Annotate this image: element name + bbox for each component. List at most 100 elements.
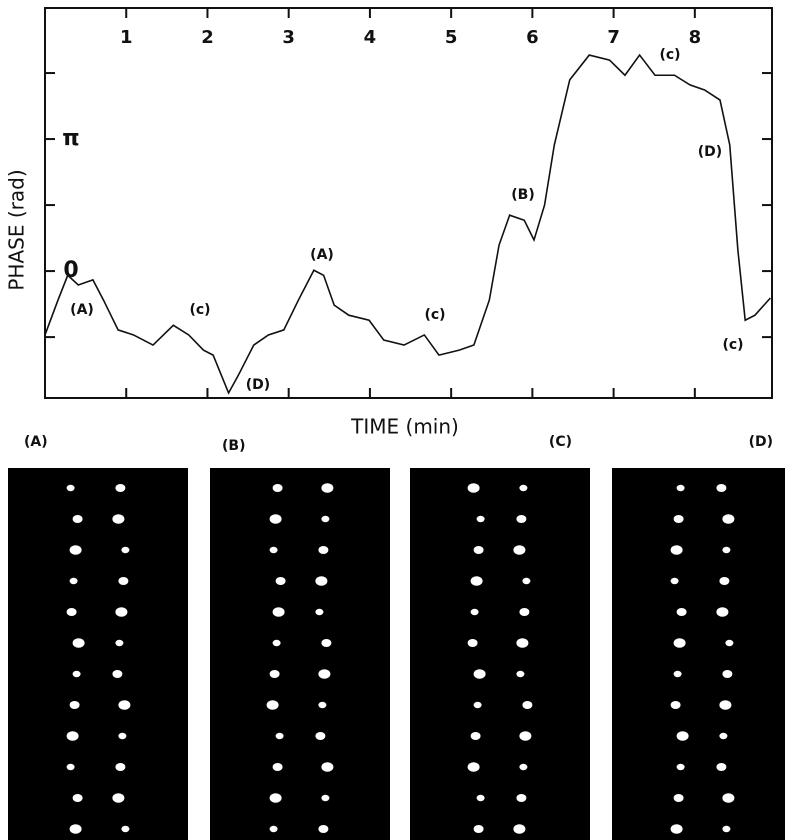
x-tick-label: 4 xyxy=(364,27,377,48)
vortex-blob xyxy=(719,577,730,585)
vortex-blob xyxy=(321,515,330,523)
vortex-blob xyxy=(115,607,128,617)
vortex-blob xyxy=(121,546,130,554)
image-panel xyxy=(410,468,590,840)
vortex-blob xyxy=(467,762,480,772)
vortex-blob xyxy=(118,700,131,710)
vortex-blob xyxy=(275,577,286,585)
vortex-blob xyxy=(66,731,79,741)
vortex-blob xyxy=(470,608,479,616)
vortex-blob xyxy=(318,701,327,709)
vortex-blob xyxy=(519,484,528,492)
annotation: (c) xyxy=(424,307,445,323)
image-panels xyxy=(8,468,785,840)
vortex-blob xyxy=(473,825,484,833)
vortex-blob xyxy=(272,607,285,617)
vortex-blob xyxy=(69,824,82,834)
vortex-blob xyxy=(269,825,278,833)
x-tick-label: 2 xyxy=(201,27,214,48)
vortex-blob xyxy=(516,794,527,802)
x-tick-label: 8 xyxy=(689,27,702,48)
vortex-blob xyxy=(716,484,727,492)
vortex-blob xyxy=(676,763,685,771)
vortex-blob xyxy=(722,793,735,803)
vortex-blob xyxy=(516,670,525,678)
annotation: (A) xyxy=(70,302,94,318)
vortex-blob xyxy=(318,546,329,554)
vortex-blob xyxy=(722,825,731,833)
vortex-blob xyxy=(112,670,123,678)
image-panel xyxy=(210,468,390,840)
vortex-blob xyxy=(522,577,531,585)
vortex-blob xyxy=(716,607,729,617)
vortex-blob xyxy=(315,732,326,740)
vortex-blob xyxy=(69,701,80,709)
vortex-blob xyxy=(467,483,480,493)
vortex-blob xyxy=(516,638,529,648)
phase-trace xyxy=(44,53,771,395)
vortex-blob xyxy=(673,670,682,678)
vortex-blob xyxy=(72,515,83,523)
vortex-blob xyxy=(315,608,324,616)
vortex-blob xyxy=(673,515,684,523)
vortex-blob xyxy=(69,577,78,585)
vortex-blob xyxy=(121,825,130,833)
vortex-blob xyxy=(470,576,483,586)
vortex-blob xyxy=(269,514,282,524)
vortex-blob xyxy=(467,639,478,647)
vortex-blob xyxy=(670,824,683,834)
panel-label: (C) xyxy=(549,434,572,450)
vortex-blob xyxy=(318,825,329,833)
vortex-blob xyxy=(519,731,532,741)
vortex-blob xyxy=(318,669,331,679)
vortex-blob xyxy=(115,484,126,492)
vortex-blob xyxy=(272,484,283,492)
vortex-blob xyxy=(69,545,82,555)
x-tick-label: 3 xyxy=(282,27,295,48)
vortex-blob xyxy=(66,763,75,771)
vortex-blob xyxy=(722,670,733,678)
vortex-blob xyxy=(470,732,481,740)
vortex-blob xyxy=(513,545,526,555)
x-tick-label: 7 xyxy=(607,27,620,48)
vortex-blob xyxy=(722,546,731,554)
vortex-blob xyxy=(673,794,684,802)
y-tick-label: π xyxy=(62,126,79,151)
vortex-blob xyxy=(321,639,332,647)
vortex-blob xyxy=(266,700,279,710)
vortex-blob xyxy=(676,608,687,616)
vortex-blob xyxy=(269,793,282,803)
vortex-blob xyxy=(66,608,77,616)
vortex-blob xyxy=(719,700,732,710)
panel-label: (B) xyxy=(222,438,245,454)
vortex-blob xyxy=(670,577,679,585)
vortex-blob xyxy=(519,763,528,771)
annotation: (B) xyxy=(511,187,534,203)
x-tick-label: 6 xyxy=(526,27,539,48)
vortex-blob xyxy=(716,763,727,771)
vortex-blob xyxy=(473,701,482,709)
annotation: (c) xyxy=(189,302,210,318)
vortex-blob xyxy=(118,732,127,740)
x-axis-label: TIME (min) xyxy=(350,415,459,439)
panel-label: (D) xyxy=(749,434,773,450)
vortex-blob xyxy=(115,639,124,647)
vortex-blob xyxy=(72,794,83,802)
y-axis-label: PHASE (rad) xyxy=(5,169,29,290)
vortex-blob xyxy=(269,670,280,678)
vortex-blob xyxy=(321,794,330,802)
vortex-blob xyxy=(519,608,530,616)
vortex-blob xyxy=(476,515,485,523)
vortex-blob xyxy=(670,545,683,555)
vortex-blob xyxy=(315,576,328,586)
vortex-blob xyxy=(272,639,281,647)
plot-frame xyxy=(44,7,773,399)
image-panel xyxy=(612,468,785,840)
x-tick-label: 1 xyxy=(120,27,133,48)
vortex-blob xyxy=(725,639,734,647)
annotation: (D) xyxy=(698,144,722,160)
annotation: (D) xyxy=(246,377,270,393)
vortex-blob xyxy=(321,483,334,493)
vortex-blob xyxy=(272,763,283,771)
